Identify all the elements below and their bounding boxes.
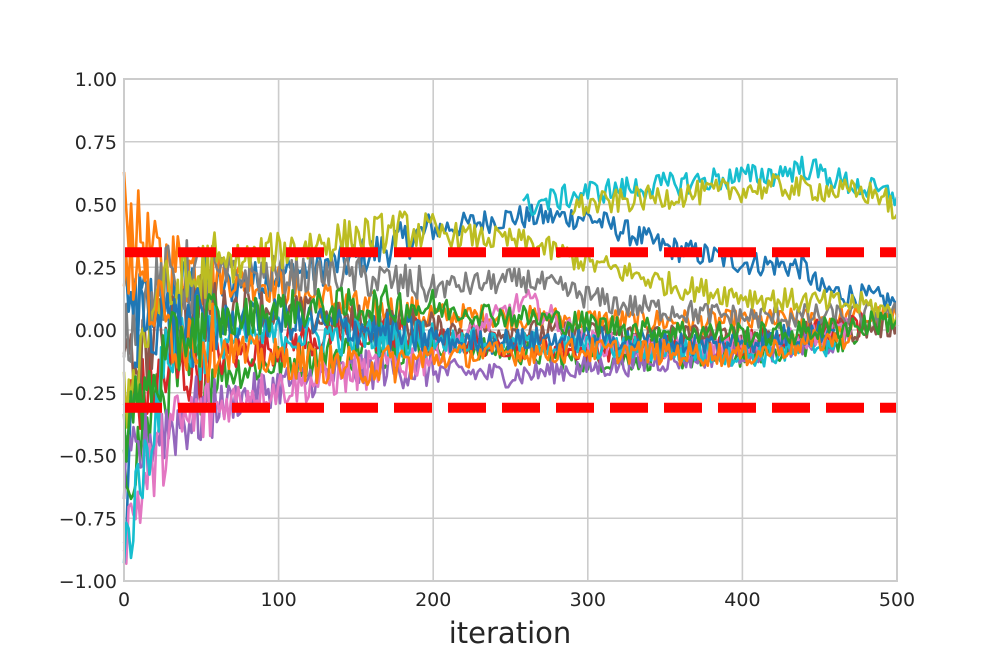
x-tick-label: 300: [570, 589, 606, 611]
y-tick-label: −0.50: [59, 446, 117, 468]
x-tick-label: 0: [118, 589, 130, 611]
y-tick-label: 0.00: [75, 320, 117, 342]
series-line-10: [521, 155, 899, 217]
x-axis-title: iteration: [449, 616, 572, 650]
y-tick-label: 0.25: [75, 257, 117, 279]
series-line-11: [571, 173, 899, 220]
threshold-layer: [124, 247, 897, 413]
y-tick-label: 0.75: [75, 132, 117, 154]
series-line-14: [122, 284, 899, 463]
y-tick-label: 1.00: [75, 69, 117, 91]
x-tick-label: 200: [415, 589, 451, 611]
y-tick-label: −0.25: [59, 383, 117, 405]
y-tick-label: −1.00: [59, 571, 117, 593]
x-tick-label: 100: [260, 589, 296, 611]
plot-frame: [123, 78, 898, 582]
series-line-12: [123, 272, 836, 369]
tick-layer: 0 100 200 300 400 500 −1.00 −0.75 −0.50 −0.25 0.00…: [59, 69, 915, 611]
x-tick-label: 500: [879, 589, 915, 611]
series-line-7: [122, 239, 899, 363]
y-tick-label: −0.75: [59, 508, 117, 530]
x-tick-label: 400: [724, 589, 760, 611]
series-line-13: [122, 226, 852, 387]
y-tick-label: 0.50: [75, 195, 117, 217]
